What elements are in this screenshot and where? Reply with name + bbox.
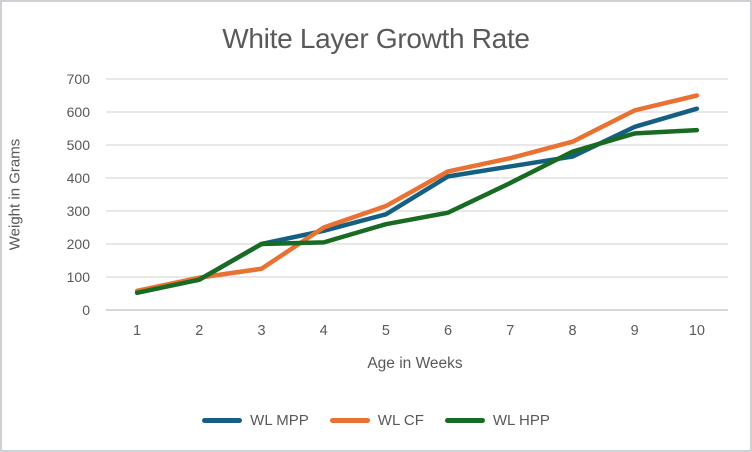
y-tick-label: 200: [66, 236, 90, 252]
y-tick-label: 400: [66, 170, 90, 186]
series-line-wl-mpp: [134, 106, 700, 295]
x-tick-label: 8: [568, 323, 577, 339]
x-tick-label: 7: [506, 323, 515, 339]
series-line-wl-cf: [134, 93, 700, 294]
y-tick-label: 500: [66, 137, 90, 153]
x-tick-label: 2: [195, 323, 204, 339]
legend: WL MPP WL CF WL HPP: [2, 412, 750, 429]
legend-label: WL CF: [377, 412, 424, 429]
x-tick-label: 10: [688, 323, 705, 339]
y-tick-label: 0: [82, 302, 90, 318]
series-line-wl-hpp: [134, 127, 700, 296]
y-tick-label: 600: [66, 104, 90, 120]
y-tick-label: 100: [66, 269, 90, 285]
legend-item-wl-mpp: WL MPP: [202, 412, 309, 429]
x-tick-label: 4: [319, 323, 328, 339]
x-tick-label: 6: [444, 323, 453, 339]
x-axis-title: Age in Weeks: [367, 355, 463, 372]
x-tick-label: 3: [257, 323, 266, 339]
legend-label: WL HPP: [492, 412, 550, 429]
legend-item-wl-cf: WL CF: [329, 412, 424, 429]
x-tick-label: 1: [133, 323, 142, 339]
legend-item-wl-hpp: WL HPP: [444, 412, 550, 429]
x-tick-label: 5: [381, 323, 390, 339]
y-tick-label: 300: [66, 203, 90, 219]
legend-swatch: [444, 417, 485, 424]
chart-title: White Layer Growth Rate: [222, 23, 530, 54]
legend-label: WL MPP: [250, 412, 309, 429]
x-tick-label: 9: [630, 323, 639, 339]
legend-swatch: [202, 417, 243, 424]
legend-swatch: [329, 417, 370, 424]
y-tick-label: 700: [66, 71, 90, 87]
